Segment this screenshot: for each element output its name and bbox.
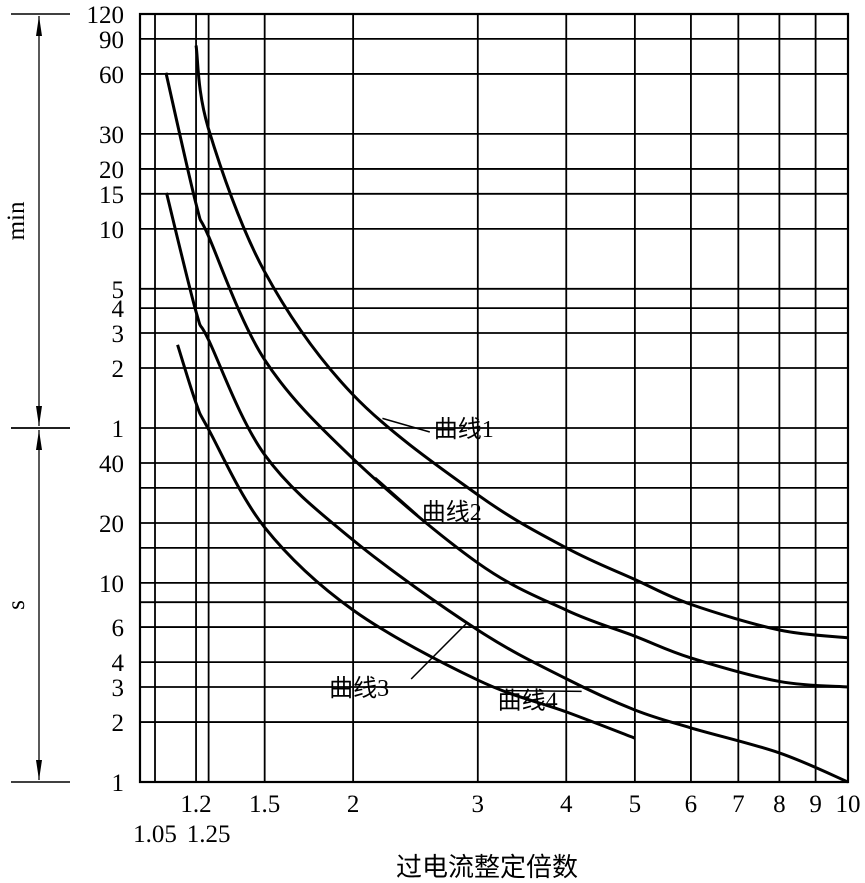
y-tick-label: 2 [112, 710, 125, 737]
leader-line [507, 689, 582, 693]
y-tick-label: 10 [99, 217, 124, 244]
x-tick-label: 9 [809, 791, 822, 818]
curve-label: 曲线4 [498, 687, 558, 714]
x-axis-label: 过电流整定倍数 [396, 853, 578, 882]
y-tick-label: 30 [99, 122, 124, 149]
arrow-up-icon [36, 16, 42, 36]
curves [164, 45, 849, 784]
x-tick-label: 1.05 [133, 821, 177, 848]
arrow-down-icon [36, 405, 42, 426]
x-tick-labels: 1.051.2 1.25 1.5 2 3 4 5 6 7 8 9 10 [133, 791, 860, 848]
arrow-down-icon [36, 760, 42, 780]
y-unit-bands: min s [3, 13, 70, 783]
y-tick-label: 4 [112, 296, 125, 323]
x-tick-label: 1.25 [187, 821, 231, 848]
y-tick-label: 6 [112, 615, 125, 642]
y-tick-label: 60 [99, 62, 124, 89]
y-tick-label: 20 [99, 511, 124, 538]
curve-2 [164, 72, 849, 689]
x-tick-label: 1.2 [180, 791, 211, 818]
leader-line [374, 476, 419, 516]
curve-label: 曲线2 [422, 499, 482, 526]
x-tick-label: 1.5 [249, 791, 280, 818]
curve-4 [176, 344, 636, 740]
y-tick-label: 1 [112, 770, 125, 797]
x-tick-label: 7 [732, 791, 745, 818]
y-tick-label: 3 [112, 321, 125, 348]
y-unit-label: min [3, 201, 30, 240]
y-tick-label: 15 [99, 182, 124, 209]
y-tick-label: 1 [112, 416, 125, 443]
x-tick-label: 3 [472, 791, 485, 818]
curve-label: 曲线3 [329, 675, 389, 702]
x-tick-label: 5 [629, 791, 642, 818]
x-tick-label: 8 [773, 791, 786, 818]
y-tick-label: 4 [112, 650, 125, 677]
leader-line [410, 621, 468, 680]
x-tick-label: 10 [836, 791, 861, 818]
y-tick-label: 5 [112, 277, 125, 304]
curve-1 [194, 45, 849, 640]
y-tick-label: 120 [87, 2, 125, 29]
x-tick-label: 4 [560, 791, 573, 818]
y-tick-label: 3 [112, 675, 125, 702]
curve-labels: 曲线1 曲线2 曲线3 曲线4 [329, 416, 582, 714]
y-tick-label: 20 [99, 157, 124, 184]
curve-3 [165, 192, 849, 784]
curve-label: 曲线1 [434, 416, 494, 443]
y-tick-label: 10 [99, 571, 124, 598]
y-tick-label: 2 [112, 356, 125, 383]
y-tick-label: 40 [99, 451, 124, 478]
x-tick-label: 6 [685, 791, 698, 818]
grid [138, 12, 850, 784]
leader-line [382, 417, 431, 433]
x-tick-label: 2 [347, 791, 360, 818]
y-tick-label: 90 [99, 27, 124, 54]
y-unit-label: s [3, 600, 30, 610]
arrow-up-icon [36, 429, 42, 450]
plot-border [138, 12, 850, 784]
